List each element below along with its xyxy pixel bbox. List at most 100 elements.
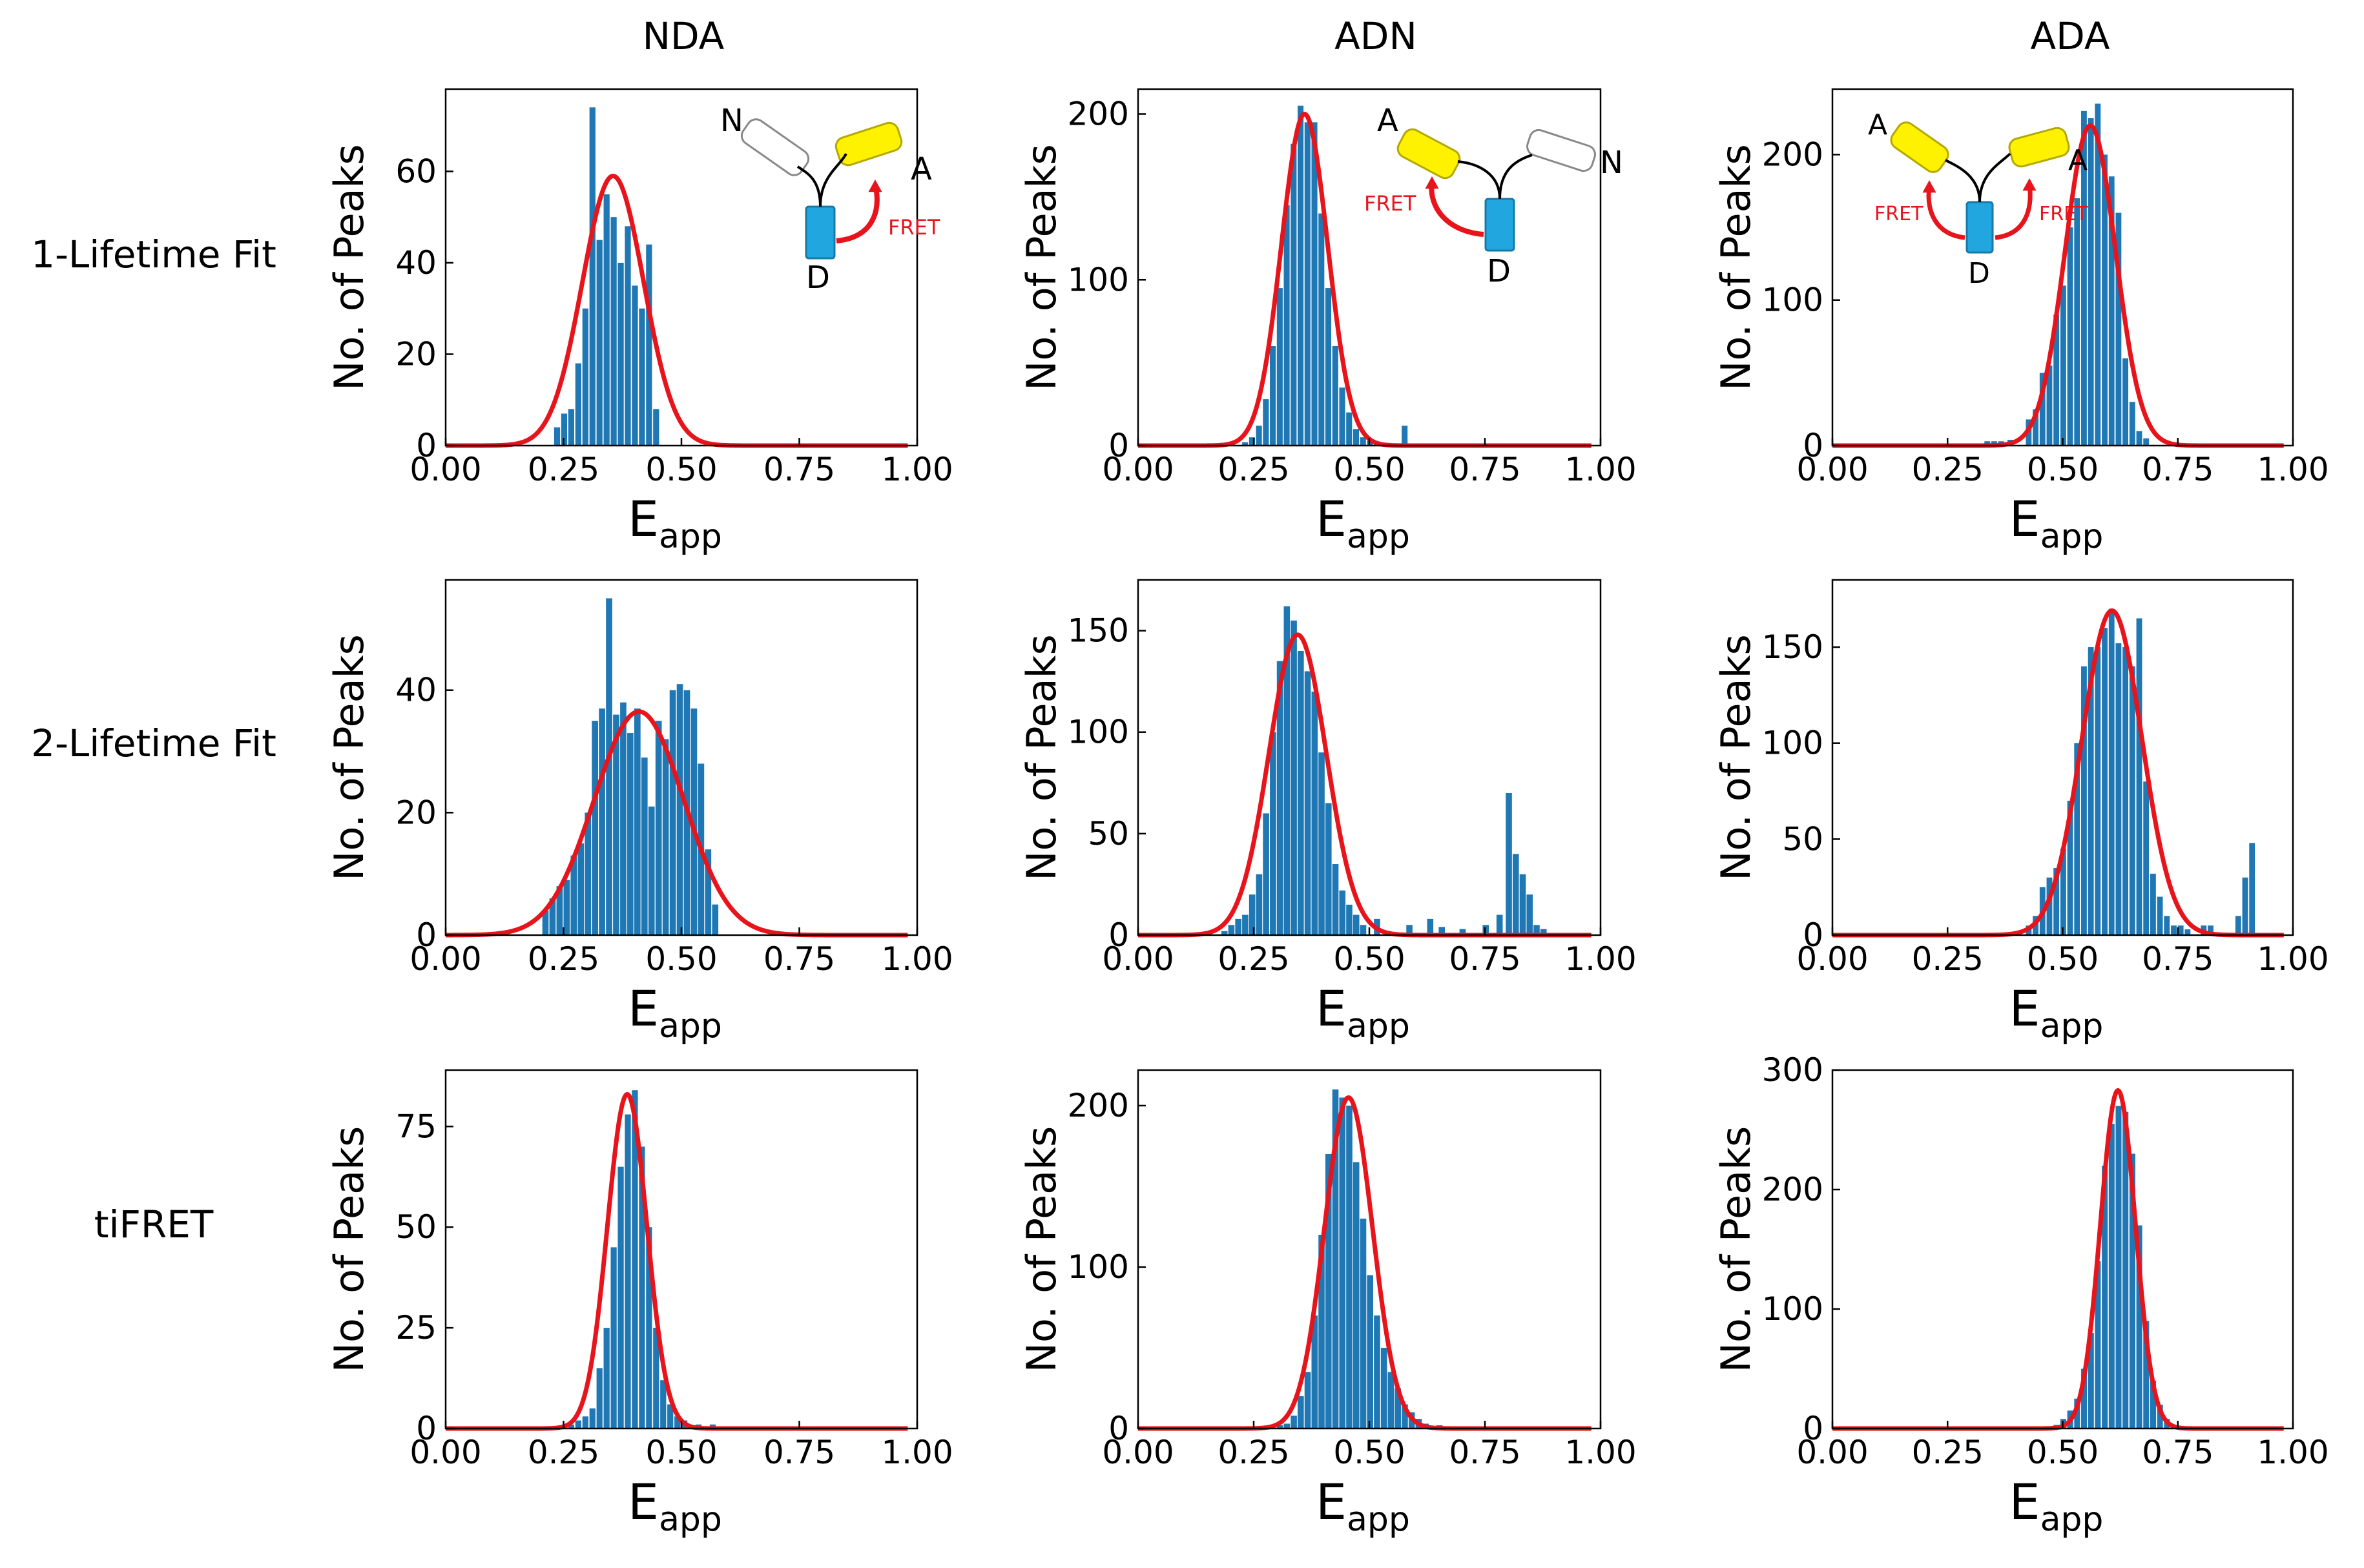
x-axis-label-subscript: app [659, 1007, 722, 1046]
x-axis-label-subscript: app [2040, 1500, 2104, 1539]
y-tick-label: 50 [1782, 820, 1823, 858]
y-tick-label: 50 [395, 1208, 437, 1246]
fret-arrow-left [1926, 185, 1965, 240]
y-tick-label: 40 [395, 244, 437, 282]
y-tick-label: 0 [416, 1410, 437, 1447]
donor-dye [1484, 198, 1515, 252]
histogram-bar [2074, 198, 2080, 446]
histogram-bar [1380, 1348, 1387, 1429]
histogram-bar [625, 1114, 631, 1429]
histogram-bar [632, 285, 638, 446]
label-n: N [720, 103, 743, 139]
x-axis-label-main: E [2009, 1473, 2040, 1531]
x-axis-label-main: E [1316, 1473, 1347, 1531]
histogram-bar [1235, 918, 1241, 935]
x-tick-label: 0.00 [410, 940, 481, 978]
histogram-bar [2102, 154, 2108, 446]
histogram-bar [2242, 877, 2248, 935]
histogram-bar [641, 758, 648, 935]
y-tick-label: 100 [1762, 725, 1823, 762]
histogram-bars [568, 1090, 716, 1429]
histogram-bar [1304, 671, 1311, 935]
histogram-bar [1519, 874, 1526, 935]
x-tick-label: 0.75 [1449, 1434, 1520, 1471]
fret-arrowhead-right [2022, 178, 2037, 191]
histogram-bar [2060, 285, 2066, 446]
x-axis-label: Eapp [1316, 1473, 1410, 1539]
histogram-bar [1438, 927, 1445, 935]
x-axis-label: Eapp [628, 980, 722, 1046]
histogram-bar [2053, 867, 2060, 935]
label-d: D [1487, 253, 1511, 289]
x-axis-label-subscript: app [2040, 517, 2104, 556]
histogram-bar [556, 886, 563, 935]
panel-r3c2: 0.00 0.25 0.50 0.75 1.00 0 100 200 Eapp No. of Pe… [1018, 1069, 1637, 1539]
x-tick-label: 1.00 [881, 1434, 953, 1471]
axes-frame [444, 1069, 918, 1430]
column-title-nda: NDA [642, 14, 725, 58]
histogram-bar [596, 1368, 603, 1429]
histogram-bar [1339, 890, 1346, 935]
histogram-bar [1402, 1404, 1408, 1429]
histogram-bar [1395, 1388, 1401, 1429]
histogram-bar [2150, 873, 2156, 935]
label-d: D [806, 260, 830, 296]
x-tick-label: 0.00 [1796, 1434, 1868, 1471]
y-tick-label: 0 [1108, 427, 1129, 464]
x-axis-label: Eapp [2009, 980, 2104, 1046]
histogram-bar [2081, 666, 2087, 935]
y-tick-label: 0 [1108, 1410, 1129, 1447]
histogram-bar [2171, 925, 2177, 935]
y-tick-label: 0 [1803, 1410, 1823, 1447]
x-axis-label-main: E [628, 1473, 659, 1531]
histogram-bar [610, 1247, 617, 1429]
histogram-bar [1533, 925, 1540, 935]
histogram-bar [1360, 437, 1366, 446]
x-tick-label: 0.25 [1912, 940, 1984, 978]
histogram-bar [2081, 110, 2087, 446]
x-axis-label-subscript: app [1347, 1500, 1410, 1539]
y-axis-label: No. of Peaks [1018, 1126, 1065, 1373]
histogram-bars [1984, 103, 2150, 446]
x-tick-label: 0.25 [1912, 451, 1984, 488]
x-tick-label: 1.00 [1564, 451, 1636, 488]
histogram-bars [554, 107, 659, 446]
histogram-bar [1283, 1423, 1291, 1429]
histogram-bar [1367, 1275, 1374, 1429]
histogram-bar [606, 598, 612, 935]
panel-r1c3: 0.00 0.25 0.50 0.75 1.00 0 100 200 Eapp No. of Pe… [1712, 88, 2329, 556]
histogram-bar [620, 702, 627, 935]
histogram-bar [667, 1404, 674, 1429]
panel-r1c1: 0.00 0.25 0.50 0.75 1.00 0 20 40 60 Eapp No. of Pe… [326, 88, 953, 556]
histogram-bar [1332, 346, 1338, 446]
histogram-bar [2136, 1225, 2142, 1429]
histogram-bar [1540, 929, 1547, 935]
y-axis-label: No. of Peaks [1018, 144, 1065, 391]
histogram-bar [2088, 647, 2094, 935]
histogram-bar [554, 427, 561, 446]
histogram-bars [1242, 105, 1408, 446]
x-tick-label: 0.75 [1449, 940, 1520, 978]
acceptor-dye-left [1890, 121, 1949, 173]
x-axis-label: Eapp [628, 1473, 722, 1539]
histogram-bar [1318, 1235, 1325, 1429]
histogram-bars [2026, 608, 2255, 935]
y-tick-label: 200 [1762, 136, 1823, 173]
histogram-bar [575, 363, 581, 446]
histogram-bar [2115, 643, 2122, 935]
histogram-bar [1318, 752, 1325, 935]
molecule-schematic-inset: A N D FRET [1364, 103, 1623, 289]
y-tick-label: 60 [395, 152, 437, 190]
label-fret: FRET [888, 215, 940, 240]
histogram-bar [610, 217, 617, 446]
histogram-bar [2122, 358, 2129, 446]
histogram-bar [2074, 743, 2080, 935]
x-tick-label: 0.00 [1796, 451, 1868, 488]
histogram-bar [1276, 288, 1283, 446]
x-tick-label: 0.50 [1333, 451, 1405, 488]
acceptor-dye [1396, 128, 1461, 180]
histogram-bar [660, 1380, 667, 1429]
histogram-bar [2046, 366, 2053, 446]
histogram-bar [1526, 894, 1533, 935]
